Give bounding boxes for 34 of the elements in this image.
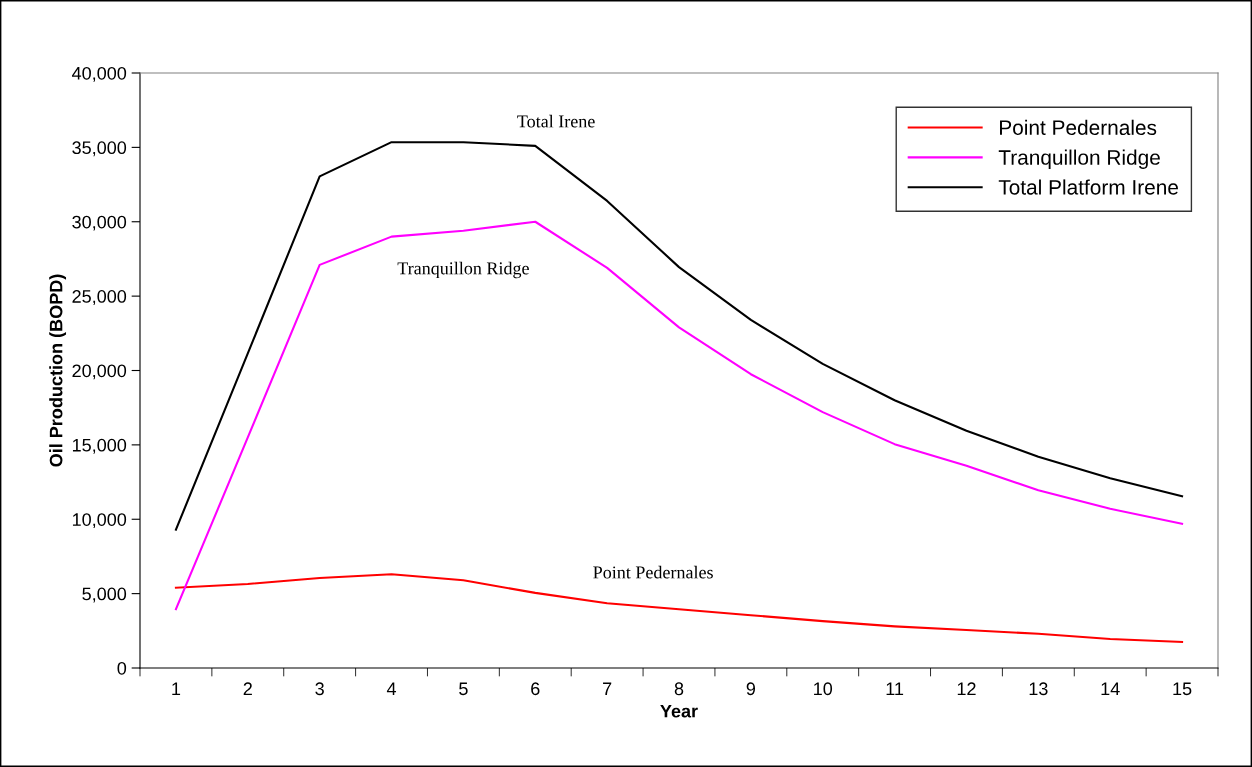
x-tick-label: 2 [243, 682, 252, 695]
legend-label: Tranquillon Ridge [998, 149, 1160, 169]
x-tick-label: 1 [172, 682, 181, 695]
annotation: Point Pedernales [593, 565, 713, 579]
x-tick-label: 3 [315, 682, 324, 696]
x-tick-label: 12 [957, 682, 976, 695]
line-series [174, 141, 1184, 531]
y-tick-label: 15,000 [72, 438, 127, 454]
x-tick-label: 13 [1029, 682, 1048, 696]
y-axis-title: Oil Production (BOPD) [49, 274, 67, 467]
x-tick-label: 11 [886, 682, 904, 695]
x-tick-label: 5 [459, 682, 468, 696]
legend-label: Point Pedernales [1000, 119, 1157, 136]
x-tick-label: 10 [814, 682, 833, 696]
annotation: Tranquillon Ridge [397, 261, 529, 279]
annotation: Total Irene [517, 114, 595, 128]
x-tick-label: 9 [746, 682, 756, 696]
y-tick-label: 35,000 [72, 141, 127, 157]
y-tick-label: 0 [117, 661, 127, 675]
y-tick-label: 30,000 [72, 215, 127, 231]
legend-label: Total Platform Irene [998, 179, 1178, 195]
y-tick-label: 5,000 [82, 587, 127, 603]
y-tick-label: 20,000 [72, 364, 127, 380]
x-axis-title: Year [660, 704, 698, 718]
x-tick-label: 15 [1173, 682, 1192, 696]
x-tick-label: 7 [603, 682, 612, 695]
x-tick-label: 8 [674, 682, 684, 696]
x-tick-label: 4 [386, 682, 397, 695]
x-tick-label: 6 [531, 682, 540, 696]
y-tick-label: 40,000 [72, 66, 127, 82]
y-tick-label: 25,000 [72, 290, 127, 305]
x-tick-label: 14 [1101, 682, 1120, 695]
y-tick-label: 10,000 [72, 513, 127, 529]
line-series [174, 220, 1184, 611]
